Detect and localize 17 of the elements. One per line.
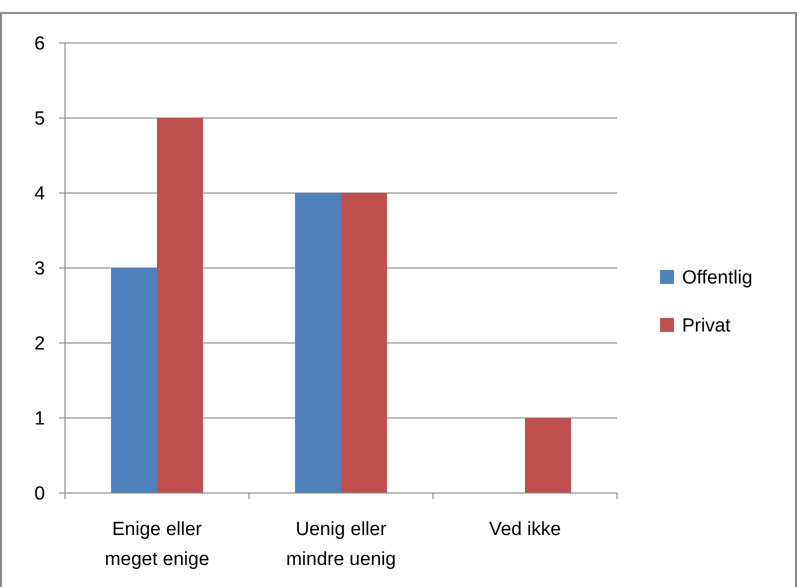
bar: [295, 193, 341, 493]
x-tick-label: Ved ikke: [489, 519, 561, 540]
y-tick-label: 3: [34, 258, 45, 280]
x-tick-label: Uenig eller mindre uenig: [286, 519, 396, 570]
y-tick-label: 5: [34, 108, 45, 130]
y-tick-label: 0: [34, 484, 45, 505]
legend-label: Privat: [682, 316, 732, 337]
bar: [341, 193, 387, 493]
y-tick-label: 2: [34, 334, 45, 355]
bar: [111, 268, 157, 493]
y-tick-label: 6: [34, 34, 45, 55]
bar: [525, 418, 571, 493]
y-tick-label: 1: [34, 408, 45, 430]
y-tick-label: 4: [34, 184, 46, 205]
legend-label: Offentlig: [682, 268, 752, 289]
bar: [157, 118, 203, 493]
x-tick-label: Enige eller meget enige: [104, 519, 210, 570]
